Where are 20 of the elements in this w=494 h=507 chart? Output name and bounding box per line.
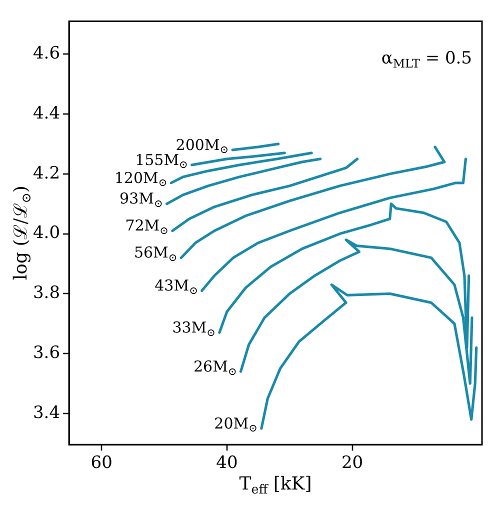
y-tick-label: 4.6 — [32, 44, 60, 64]
annotation: 93M⊙ — [120, 190, 163, 210]
annotation: 43M⊙ — [154, 276, 198, 297]
y-tick-label: 3.8 — [32, 283, 60, 304]
annotation: 155M⊙ — [135, 150, 188, 172]
y-tick-label: 4.0 — [32, 223, 60, 244]
annotation: 120M⊙ — [114, 168, 168, 190]
y-tick-label: 3.6 — [32, 342, 60, 363]
y-tick-label: 3.4 — [32, 402, 60, 423]
annotation: 56M⊙ — [134, 244, 178, 264]
annotation: 20M⊙ — [214, 414, 258, 435]
x-tick-label: 20 — [341, 453, 364, 474]
y-tick-label: 4.4 — [32, 103, 60, 124]
annotation: 72M⊙ — [125, 216, 168, 238]
annotation: 26M⊙ — [193, 357, 237, 378]
x-tick-label: 40 — [216, 453, 238, 474]
y-axis-title: log (ℒ/ℒ⊙) — [10, 186, 34, 280]
y-tick-label: 4.2 — [32, 163, 60, 184]
annotation: 33M⊙ — [172, 318, 216, 339]
x-tick-label: 60 — [90, 453, 112, 474]
